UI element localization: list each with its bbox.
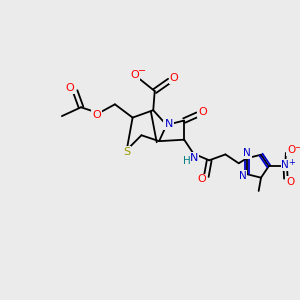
Text: +: + [288,158,295,167]
Text: O: O [92,110,101,120]
Text: −: − [294,142,300,151]
Text: N: N [238,171,246,181]
Text: O: O [65,83,74,93]
Text: O: O [130,70,139,80]
Text: H: H [183,156,190,166]
Text: O: O [198,107,207,117]
Text: −: − [138,66,146,76]
Text: N: N [164,119,173,129]
Text: N: N [243,148,251,158]
Text: O: O [169,73,178,83]
Text: O: O [197,175,206,184]
Text: N: N [189,153,198,163]
Text: N: N [281,160,289,170]
Text: O: O [286,177,294,187]
Text: O: O [287,145,295,155]
Text: S: S [123,147,130,158]
